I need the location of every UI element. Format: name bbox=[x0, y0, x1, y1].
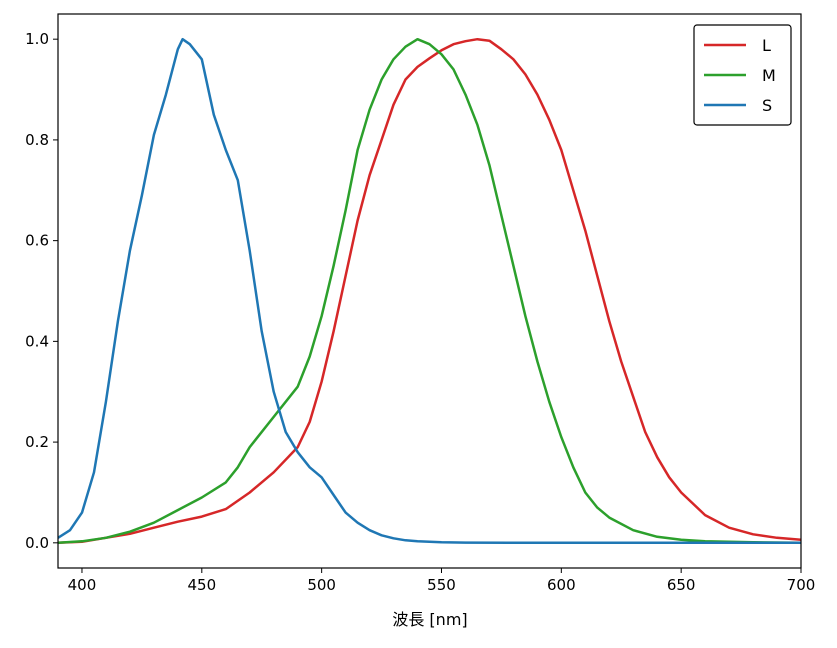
y-tick-label: 0.2 bbox=[25, 433, 49, 451]
x-tick-label: 550 bbox=[427, 576, 456, 594]
x-tick-label: 500 bbox=[307, 576, 336, 594]
legend-label-L: L bbox=[762, 36, 771, 55]
y-tick-label: 1.0 bbox=[25, 30, 49, 48]
y-axis-ticks: 0.0 0.2 0.4 0.6 0.8 1.0 bbox=[25, 30, 58, 552]
x-axis-label: 波長 [nm] bbox=[392, 610, 467, 629]
series-line-L bbox=[58, 37, 801, 545]
y-tick-label: 0.0 bbox=[25, 534, 49, 552]
plot-frame bbox=[57, 13, 802, 569]
legend-label-M: M bbox=[762, 66, 776, 85]
x-tick-label: 600 bbox=[547, 576, 576, 594]
y-tick-label: 0.6 bbox=[25, 232, 49, 250]
x-tick-label: 650 bbox=[667, 576, 696, 594]
x-axis-ticks: 400 450 500 550 600 650 700 bbox=[68, 568, 816, 594]
series-line-S bbox=[58, 37, 801, 545]
y-tick-label: 0.4 bbox=[25, 332, 49, 350]
series-line-M bbox=[58, 37, 801, 545]
x-tick-label: 450 bbox=[187, 576, 216, 594]
legend-label-S: S bbox=[762, 96, 772, 115]
y-tick-label: 0.8 bbox=[25, 131, 49, 149]
legend: LMS bbox=[693, 24, 792, 126]
x-tick-label: 400 bbox=[68, 576, 97, 594]
x-tick-label: 700 bbox=[787, 576, 816, 594]
series-layer bbox=[58, 37, 801, 545]
